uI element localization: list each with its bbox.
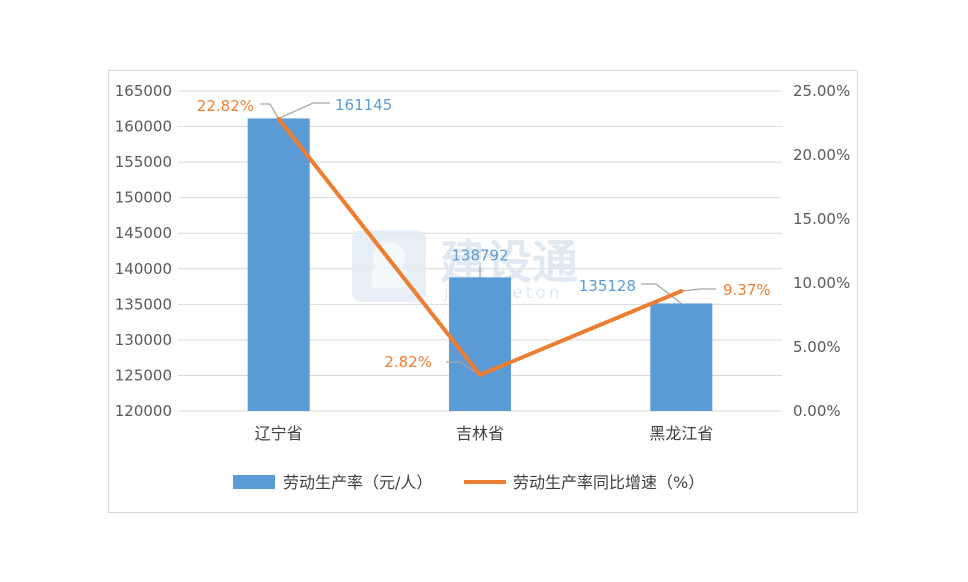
line-data-label: 2.82% [384,353,432,371]
left-tick-label: 145000 [115,224,172,242]
right-tick-label: 5.00% [793,338,841,356]
bar-series [247,118,713,411]
line-data-labels: 22.82% 2.82% 9.37% [197,97,771,371]
left-tick-label: 140000 [115,260,172,278]
left-tick-label: 120000 [115,402,172,420]
line-point [276,116,281,121]
left-tick-label: 160000 [115,118,172,136]
category-axis-labels: 辽宁省 吉林省 黑龙江省 [255,424,714,443]
right-tick-label: 10.00% [793,274,850,292]
category-label: 吉林省 [456,424,504,443]
legend-line-label: 劳动生产率同比增速（%） [513,473,704,492]
right-tick-label: 20.00% [793,146,850,164]
line-label-leader [446,361,481,376]
left-tick-label: 150000 [115,189,172,207]
bar-data-label: 161145 [335,96,392,114]
line-label-leader [681,288,716,292]
line-data-label: 9.37% [723,281,771,299]
line-label-leader [260,103,280,120]
line-series [276,116,684,377]
bar-data-label: 138792 [451,246,508,264]
left-tick-label: 135000 [115,295,172,313]
left-tick-label: 125000 [115,366,172,384]
category-label: 黑龙江省 [649,424,713,443]
legend-bar-label: 劳动生产率（元/人） [283,473,432,492]
right-tick-label: 25.00% [793,82,850,100]
legend-bar-swatch [233,475,275,489]
bar [449,277,511,411]
left-tick-label: 155000 [115,153,172,171]
legend: 劳动生产率（元/人） 劳动生产率同比增速（%） [233,473,704,492]
bar-data-labels: 161145 138792 135128 [335,96,636,295]
line-data-label: 22.82% [197,97,254,115]
right-tick-label: 0.00% [793,402,841,420]
bar [650,303,713,411]
bar-data-label: 135128 [579,277,636,295]
right-axis-ticks: 0.00% 5.00% 10.00% 15.00% 20.00% 25.00% [793,82,850,420]
bar [247,118,310,411]
label-leader-lines [260,102,716,376]
bar-label-leader [278,102,330,120]
left-tick-label: 165000 [115,82,172,100]
line-point [679,289,684,294]
line-point [478,372,482,377]
left-tick-label: 130000 [115,331,172,349]
bar-label-leader [641,283,682,304]
right-tick-label: 15.00% [793,210,850,228]
category-label: 辽宁省 [255,424,303,443]
left-axis-ticks: 120000 125000 130000 135000 140000 145000 1500… [115,82,172,420]
